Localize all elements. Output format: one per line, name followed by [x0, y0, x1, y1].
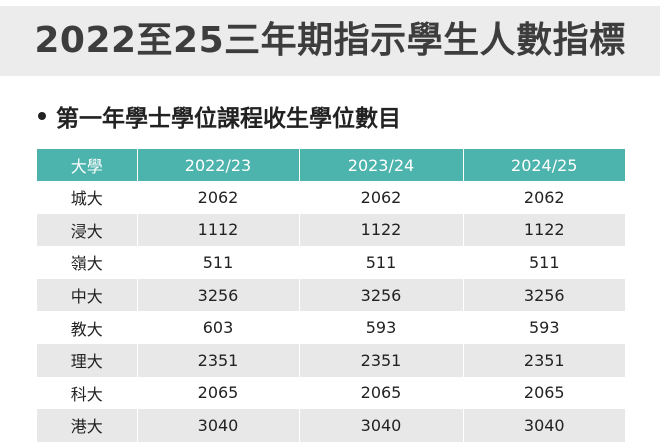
- cell-value: 2062: [299, 181, 464, 214]
- cell-value: 2065: [299, 376, 464, 410]
- cell-value: 3256: [299, 278, 464, 312]
- title-banner: [0, 6, 660, 76]
- university-name: 教大: [37, 311, 138, 344]
- cell-value: 511: [137, 246, 300, 279]
- university-name: 港大: [37, 409, 138, 442]
- table-row: 嶺大 511 511 511: [37, 246, 625, 279]
- cell-value: 3256: [137, 278, 300, 312]
- cell-value: 603: [137, 311, 300, 344]
- table-row: 浸大 1112 1122 1122: [37, 213, 625, 247]
- cell-value: 511: [299, 246, 464, 279]
- section-subtitle: 第一年學士學位課程收生學位數目: [56, 106, 401, 132]
- student-places-table: 大學 2022/23 2023/24 2024/25 城大 2062 2062 …: [37, 149, 625, 442]
- table-row: 科大 2065 2065 2065: [37, 376, 625, 410]
- table-row: 港大 3040 3040 3040: [37, 409, 625, 442]
- header-2022-23: 2022/23: [137, 149, 300, 181]
- cell-value: 593: [299, 311, 464, 344]
- cell-value: 593: [463, 311, 625, 344]
- university-name: 浸大: [37, 213, 138, 247]
- header-2024-25: 2024/25: [463, 149, 625, 181]
- table-row: 城大 2062 2062 2062: [37, 181, 625, 214]
- header-2023-24: 2023/24: [299, 149, 464, 181]
- university-name: 城大: [37, 181, 138, 214]
- cell-value: 1122: [299, 213, 464, 247]
- cell-value: 2351: [137, 343, 300, 377]
- cell-value: 2065: [463, 376, 625, 410]
- cell-value: 3040: [463, 409, 625, 442]
- header-university: 大學: [37, 149, 138, 181]
- cell-value: 1112: [137, 213, 300, 247]
- cell-value: 1122: [463, 213, 625, 247]
- university-name: 理大: [37, 343, 138, 377]
- cell-value: 2351: [299, 343, 464, 377]
- subtitle-row: 第一年學士學位課程收生學位數目: [38, 100, 401, 132]
- cell-value: 2062: [463, 181, 625, 214]
- cell-value: 3040: [137, 409, 300, 442]
- cell-value: 2065: [137, 376, 300, 410]
- cell-value: 2062: [137, 181, 300, 214]
- bullet-icon: [38, 112, 46, 120]
- page-title: 2022至25三年期指示學生人數指標: [34, 20, 626, 61]
- cell-value: 3040: [299, 409, 464, 442]
- table-row: 理大 2351 2351 2351: [37, 343, 625, 377]
- table-row: 中大 3256 3256 3256: [37, 278, 625, 312]
- table-row: 教大 603 593 593: [37, 311, 625, 344]
- cell-value: 3256: [463, 278, 625, 312]
- university-name: 科大: [37, 376, 138, 410]
- university-name: 嶺大: [37, 246, 138, 279]
- cell-value: 511: [463, 246, 625, 279]
- university-name: 中大: [37, 278, 138, 312]
- cell-value: 2351: [463, 343, 625, 377]
- table-header-row: 大學 2022/23 2023/24 2024/25: [37, 149, 625, 181]
